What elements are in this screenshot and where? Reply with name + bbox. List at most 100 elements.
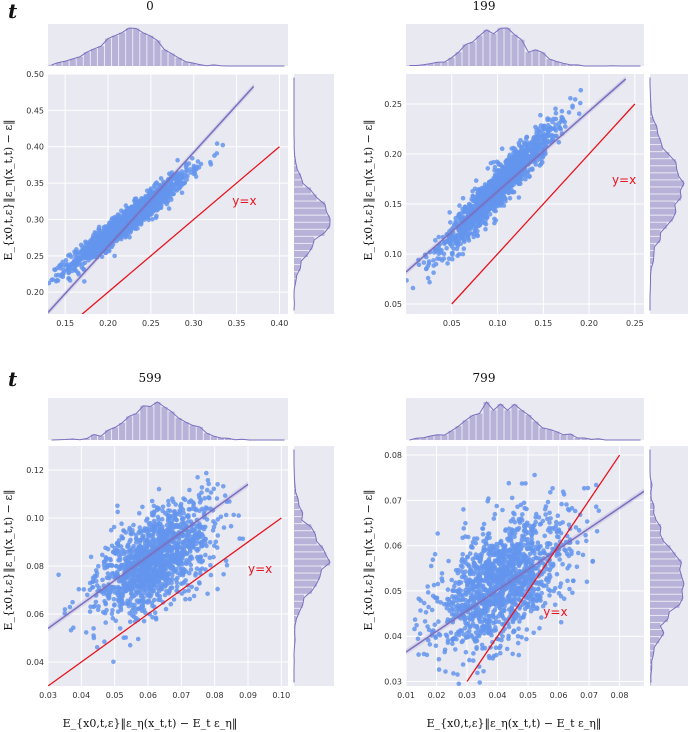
- scatter-point: [564, 502, 569, 507]
- y-tick-label: 0.10: [384, 250, 402, 259]
- scatter-point: [114, 238, 119, 244]
- scatter-point: [159, 554, 165, 559]
- scatter-point: [215, 517, 221, 522]
- scatter-point: [116, 212, 122, 218]
- scatter-point: [510, 651, 515, 657]
- scatter-point: [509, 495, 515, 501]
- scatter-point: [494, 503, 500, 509]
- scatter-point: [103, 545, 108, 551]
- scatter-point: [126, 572, 132, 578]
- scatter-point: [561, 596, 567, 601]
- scatter-point: [103, 620, 108, 625]
- scatter-point: [152, 525, 158, 530]
- scatter-point: [92, 254, 97, 260]
- y-tick-label: 0.15: [384, 200, 402, 209]
- scatter-point: [423, 266, 429, 272]
- scatter-point: [195, 535, 201, 541]
- scatter-point: [139, 603, 145, 608]
- scatter-point: [504, 646, 510, 652]
- reference-line-y-equals-x: [81, 146, 280, 314]
- scatter-point: [110, 615, 116, 621]
- regression-line: [48, 483, 249, 630]
- scatter-point: [136, 199, 142, 204]
- scatter-point: [197, 500, 203, 505]
- y-histogram-bar: [294, 601, 303, 608]
- scatter-point: [112, 253, 117, 259]
- scatter-point: [512, 160, 517, 166]
- scatter-point: [125, 212, 131, 217]
- scatter-point: [116, 222, 121, 228]
- scatter-point: [141, 618, 147, 624]
- x-histogram-bar: [553, 61, 560, 66]
- scatter-point: [96, 227, 101, 232]
- scatter-point: [496, 181, 501, 187]
- x-histogram-bar: [539, 52, 546, 66]
- scatter-point: [172, 559, 177, 565]
- regression-line: [48, 85, 255, 314]
- scatter-point: [110, 608, 115, 613]
- x-tick-label: 0.03: [39, 691, 57, 700]
- y-histogram-bar: [650, 166, 677, 173]
- scatter-point: [426, 259, 432, 264]
- x-histogram-bar: [104, 430, 112, 440]
- scatter-point: [152, 556, 158, 562]
- scatter-point: [152, 610, 158, 615]
- y-histogram-bar: [650, 116, 654, 123]
- scatter-point: [503, 199, 508, 204]
- scatter-point: [116, 587, 122, 592]
- scatter-point: [136, 572, 142, 578]
- scatter-point: [151, 528, 156, 534]
- scatter-point: [110, 585, 115, 590]
- scatter-point: [159, 548, 165, 553]
- x-kde-curve: [51, 401, 285, 441]
- scatter-point: [181, 496, 186, 501]
- scatter-point: [527, 147, 533, 153]
- scatter-point: [163, 606, 169, 612]
- x-histogram-bar: [48, 64, 55, 66]
- y-tick-label: 0.04: [384, 632, 402, 641]
- scatter-point: [159, 529, 164, 535]
- scatter-point: [197, 521, 202, 526]
- scatter-point: [228, 523, 234, 529]
- scatter-point: [135, 226, 140, 231]
- x-histogram-bar: [147, 406, 154, 440]
- scatter-point: [505, 186, 510, 191]
- scatter-point: [105, 240, 111, 246]
- scatter-point: [165, 572, 170, 578]
- scatter-point: [85, 592, 90, 598]
- scatter-point: [538, 161, 544, 167]
- scatter-point: [436, 667, 442, 672]
- scatter-point: [421, 260, 427, 265]
- scatter-point: [91, 626, 96, 631]
- scatter-point: [567, 586, 572, 592]
- scatter-point: [231, 512, 236, 518]
- scatter-point: [203, 524, 208, 530]
- scatter-point: [148, 565, 154, 571]
- x-histogram-bar: [119, 422, 126, 440]
- scatter-point: [456, 238, 462, 244]
- scatter-point: [207, 495, 212, 501]
- scatter-point: [492, 220, 497, 226]
- scatter-point: [146, 217, 151, 223]
- ylabel-bottom-right: E_{x0,t,ε}‖ε_η(x_t,t) − ε‖: [362, 489, 376, 630]
- scatter-point: [224, 562, 230, 568]
- scatter-point: [162, 197, 168, 202]
- scatter-point: [538, 112, 543, 118]
- x-histogram-bar: [189, 425, 196, 440]
- scatter-point: [158, 583, 163, 589]
- scatter-point: [147, 584, 152, 590]
- scatter-point: [236, 513, 241, 518]
- scatter-point: [113, 618, 119, 624]
- right-marginal-area: [294, 446, 334, 686]
- x-tick-label: 0.30: [185, 319, 203, 328]
- y-tick-label: 0.12: [26, 466, 44, 475]
- y-histogram-bar: [650, 201, 675, 208]
- x-histogram-bar: [196, 426, 203, 440]
- y-histogram-bar: [294, 615, 297, 622]
- y-histogram-bar: [650, 138, 661, 145]
- ylabel-top-right: E_{x0,t,ε}‖ε_η(x_t,t) − ε‖: [362, 119, 376, 260]
- scatter-point: [100, 577, 105, 583]
- y-histogram-bar: [294, 587, 312, 594]
- x-histogram-bar: [161, 407, 168, 440]
